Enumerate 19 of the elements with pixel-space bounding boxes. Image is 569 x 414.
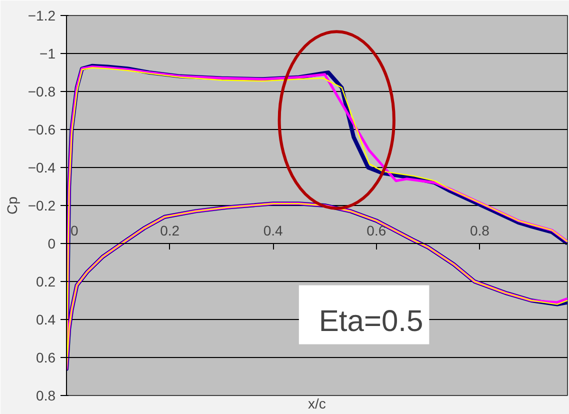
y-tick-label: −1 [40, 46, 56, 62]
x-tick-label: 0 [70, 222, 78, 238]
x-tick-label: 0.2 [160, 222, 180, 238]
y-tick-label: −0.4 [28, 160, 56, 176]
y-axis-title: Cp [4, 196, 20, 214]
y-tick-label: 0.6 [36, 350, 56, 366]
y-tick-label: −0.2 [28, 198, 56, 214]
y-tick-label: −1.2 [28, 8, 56, 24]
x-tick-label: 0.8 [470, 222, 490, 238]
y-tick-label: 0.8 [36, 388, 56, 404]
x-axis-title: x/c [308, 396, 326, 412]
y-tick-label: 0 [48, 236, 56, 252]
y-tick-label: 0.2 [36, 274, 56, 290]
annotation: Eta=0.5 [318, 305, 424, 338]
y-tick-label: −0.6 [28, 122, 56, 138]
x-tick-label: 0.4 [263, 222, 284, 238]
x-tick-label: 0.6 [366, 222, 386, 238]
y-tick-label: −0.8 [28, 84, 56, 100]
y-tick-label: 0.4 [36, 312, 56, 328]
